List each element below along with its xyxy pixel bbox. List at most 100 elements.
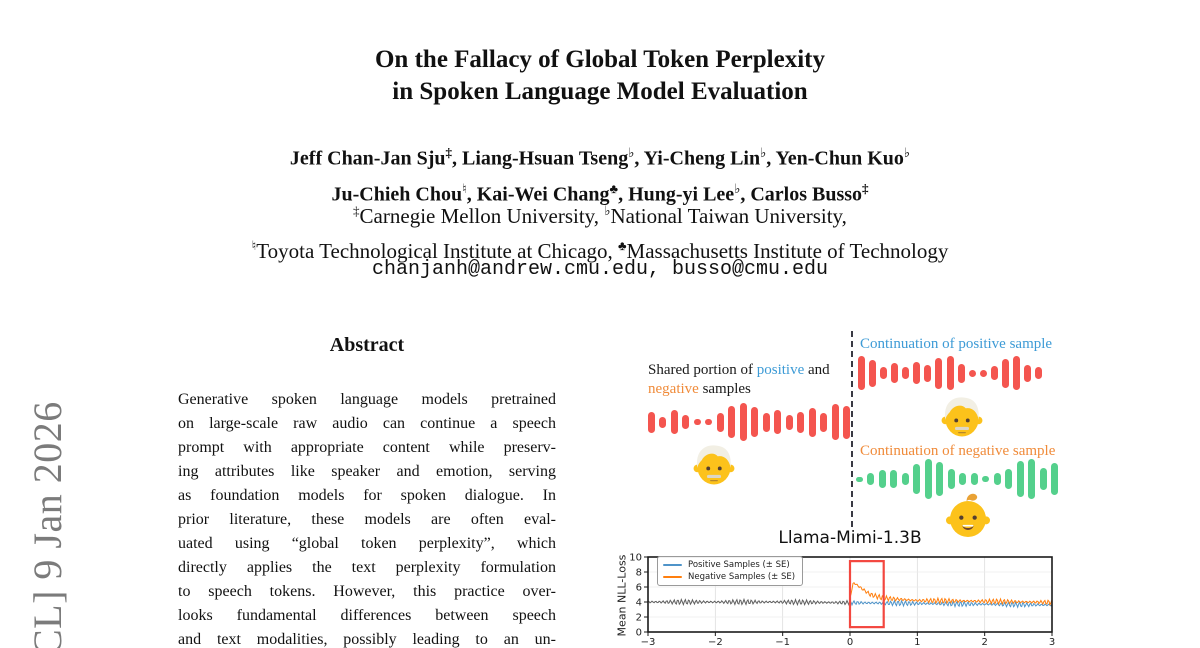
x-tick-label: 3 [1049, 637, 1055, 648]
waveform-bar [716, 412, 724, 432]
dashed-separator [851, 331, 853, 527]
negative-waveform [856, 458, 1058, 500]
y-tick-label: 6 [636, 583, 642, 594]
affil-mark: ‡ [353, 203, 360, 218]
author-affil-mark: ♭ [628, 145, 635, 160]
author-affil-mark: ‡ [862, 180, 869, 196]
positive-waveform [858, 355, 1042, 391]
x-tick-label: −3 [641, 637, 656, 648]
waveform-bar [739, 403, 747, 441]
author-affil-mark: ‡ [445, 145, 453, 160]
abstract-line: uated using “global token perplexity”, w… [178, 535, 556, 552]
legend-label: Positive Samples (± SE) [688, 560, 790, 570]
waveform-bar [705, 419, 713, 425]
author-name: Yen-Chun Kuo [775, 147, 904, 170]
shared-label-line2: negative samples [648, 380, 848, 399]
waveform-bar [751, 407, 759, 437]
author-emails: chanjanh@andrew.cmu.edu, busso@cmu.edu [371, 258, 829, 281]
waveform-bar [1016, 461, 1024, 497]
abstract-line: ing attributes like speaker and emotion,… [178, 463, 556, 480]
affil-name: Carnegie Mellon University, [359, 204, 605, 228]
shared-label-line1: Shared portion of positive and [648, 361, 848, 380]
author-affil-mark: ♭ [734, 180, 741, 196]
negative-continuation-label: Continuation of negative sample [860, 443, 1056, 459]
waveform-bar [924, 364, 932, 382]
positive-continuation-label: Continuation of positive sample [860, 336, 1053, 352]
waveform-bar [902, 367, 910, 379]
waveform-bar [947, 469, 955, 489]
label-segment: Shared portion of [648, 362, 757, 378]
waveform-bar [880, 367, 888, 379]
abstract-heading: Abstract [329, 334, 405, 356]
waveform-bar [785, 414, 793, 430]
waveform-bar [670, 410, 678, 434]
affil-name: Toyota Technological Institute at Chicag… [256, 239, 619, 263]
legend-line-swatch [663, 563, 682, 567]
label-segment: negative [648, 381, 699, 397]
old-man-emoji [691, 441, 737, 487]
waveform-bar [913, 464, 921, 494]
author-affil-mark: ♣ [609, 180, 619, 196]
author-block: Jeff Chan-Jan Sju‡, Liang-Hsuan Tseng♭, … [0, 138, 1200, 209]
waveform-bar [890, 470, 898, 488]
nll-chart-svg: −3 −2 −1 0 1 2 3 0 2 4 6 8 10 [629, 553, 1055, 648]
author-name: Kai-Wei Chang [476, 183, 610, 206]
affil-name: National Taiwan University, [610, 204, 847, 228]
label-segment: and [804, 362, 830, 378]
author-name: Carlos Busso [750, 183, 863, 206]
abstract-line: to speech tokens. However, this practice… [178, 583, 556, 600]
waveform-bar [979, 369, 987, 377]
waveform-bar [1039, 468, 1047, 490]
waveform-bar [831, 404, 839, 440]
waveform-bar [959, 473, 967, 485]
affil-name: Massachusetts Institute of Technology [626, 239, 949, 263]
waveform-bar [858, 356, 865, 390]
legend-line-swatch [663, 575, 682, 579]
x-tick-label: 2 [981, 637, 987, 648]
author-affil-mark: ♭ [903, 145, 911, 160]
affiliations-line-0: ‡Carnegie Mellon University, ♭National T… [0, 196, 1200, 231]
chart-legend: Positive Samples (± SE) Negative Samples … [657, 556, 804, 586]
y-tick-label: 4 [636, 598, 642, 609]
waveform-bar [1001, 358, 1009, 388]
waveform-bar [648, 411, 655, 433]
abstract-line: and text modalities, possibly leading to… [178, 631, 556, 648]
x-tick-label: −1 [775, 637, 790, 648]
label-segment: samples [698, 381, 751, 397]
abstract-line: Generative spoken language models pretra… [178, 391, 556, 408]
affil-mark: ♮ [251, 238, 257, 253]
waveform-bar [1005, 469, 1013, 489]
waveform-bar [867, 473, 875, 485]
affil-mark: ♣ [618, 238, 627, 253]
shared-waveform [648, 402, 850, 442]
old-man-emoji [939, 393, 985, 439]
waveform-bar [762, 412, 770, 432]
chart-title: Llama-Mimi-1.3B [778, 528, 922, 548]
waveform-bar [856, 476, 863, 482]
authors-line-0: Jeff Chan-Jan Sju‡, Liang-Hsuan Tseng♭, … [289, 145, 911, 170]
waveform-bar [924, 459, 932, 499]
waveform-bar [808, 407, 816, 437]
author-name: Jeff Chan-Jan Sju [289, 147, 446, 170]
waveform-bar [820, 412, 828, 432]
waveform-bar [990, 366, 998, 380]
affiliations-line-1: ♮Toyota Technological Institute at Chica… [0, 231, 1200, 266]
y-tick-label: 2 [636, 613, 642, 624]
highlight-box [848, 560, 885, 629]
legend-label: Negative Samples (± SE) [688, 572, 796, 582]
waveform-bar [728, 406, 736, 438]
author-affil-mark: ♮ [462, 180, 467, 196]
waveform-bar [1012, 356, 1020, 390]
x-tick-label: 1 [914, 637, 920, 648]
y-tick-label: 0 [636, 628, 642, 639]
abstract-line: prompt with appropriate content while pr… [178, 439, 556, 456]
waveform-bar [693, 419, 701, 425]
author-name: Liang-Hsuan Tseng [462, 147, 629, 170]
waveform-bar [957, 363, 965, 383]
waveform-bar [993, 473, 1001, 485]
waveform-bar [1028, 459, 1036, 499]
waveform-bar [936, 462, 944, 496]
waveform-bar [901, 473, 909, 485]
waveform-bar [982, 476, 990, 482]
